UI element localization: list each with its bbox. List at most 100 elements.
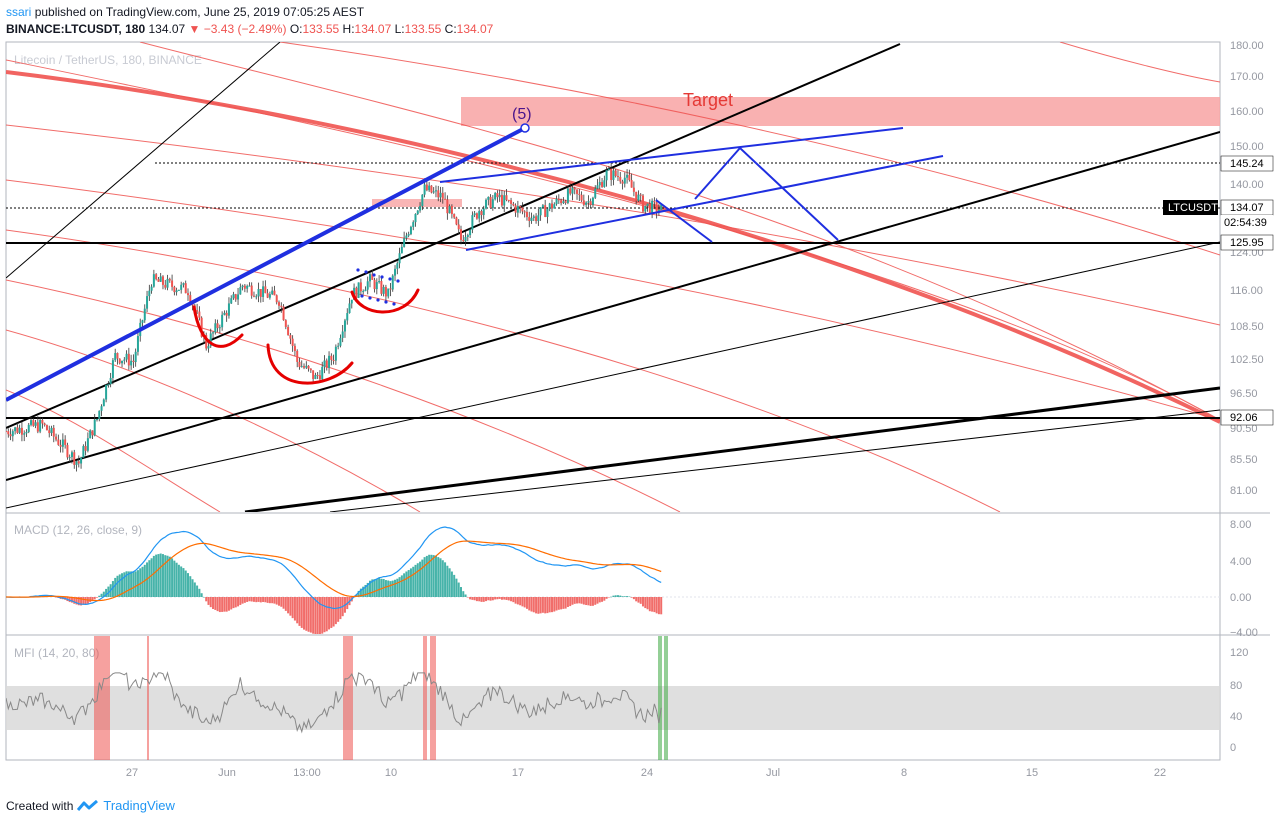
candle-body bbox=[121, 360, 124, 364]
candle-body bbox=[487, 196, 490, 200]
macd-bar bbox=[127, 571, 130, 597]
mfi-highlights bbox=[94, 636, 668, 760]
time-axis[interactable]: 27 Jun 13:00 10 17 24 Jul 8 15 22 bbox=[126, 767, 1166, 779]
macd-bar bbox=[460, 587, 462, 597]
candle-body bbox=[489, 196, 492, 208]
candle-body bbox=[32, 420, 35, 426]
candle-body bbox=[348, 303, 351, 314]
oversold-zone bbox=[664, 636, 668, 760]
price-axis[interactable]: 180.00 170.00 160.00 150.00 140.00 124.0… bbox=[1230, 40, 1264, 497]
price-badges: 145.24 LTCUSDT 134.07 02:54:39 125.95 92… bbox=[1163, 155, 1274, 426]
candle-body bbox=[30, 420, 33, 425]
macd-bar bbox=[278, 597, 280, 606]
trend-line bbox=[6, 131, 1220, 481]
macd-axis: 8.00 4.00 0.00 −4.00 bbox=[1230, 519, 1258, 639]
channel-line bbox=[6, 329, 421, 512]
macd-bar bbox=[530, 597, 533, 612]
price-tick: 160.00 bbox=[1230, 106, 1264, 118]
macd-bar bbox=[255, 597, 258, 603]
macd-bar bbox=[248, 597, 251, 602]
macd-bar bbox=[271, 597, 274, 604]
candle-body bbox=[143, 308, 146, 321]
candle-body bbox=[612, 170, 615, 181]
macd-bar bbox=[566, 597, 569, 607]
candle-body bbox=[655, 202, 658, 212]
macd-bar bbox=[68, 597, 71, 603]
time-tick: 13:00 bbox=[293, 767, 321, 779]
candle-body bbox=[146, 296, 149, 309]
author-name[interactable]: ssari bbox=[6, 5, 32, 19]
candle-body bbox=[628, 174, 631, 181]
macd-bar bbox=[91, 597, 94, 602]
macd-bar bbox=[136, 570, 139, 597]
candle-body bbox=[648, 203, 651, 214]
macd-bar bbox=[591, 597, 594, 606]
candle-body bbox=[102, 399, 105, 407]
candle-body bbox=[205, 334, 208, 349]
trend-line bbox=[6, 42, 281, 279]
macd-bar bbox=[225, 597, 228, 612]
macd-bar bbox=[118, 574, 121, 597]
macd-bar bbox=[496, 597, 499, 600]
candle-body bbox=[412, 222, 415, 227]
candle-body bbox=[36, 422, 39, 432]
candle-body bbox=[98, 410, 101, 419]
overbought-zone bbox=[343, 636, 353, 760]
candle-body bbox=[450, 206, 453, 215]
macd-bar bbox=[480, 597, 483, 602]
candle-body bbox=[409, 226, 412, 235]
macd-bar bbox=[375, 578, 378, 597]
macd-bar bbox=[173, 560, 176, 597]
macd-bar bbox=[626, 596, 629, 597]
candle-body bbox=[250, 285, 253, 296]
candle-body bbox=[421, 194, 424, 207]
macd-bar bbox=[557, 597, 560, 610]
candle-body bbox=[150, 286, 153, 291]
candle-body bbox=[305, 365, 308, 368]
macd-bar bbox=[462, 591, 465, 597]
macd-bar bbox=[177, 564, 180, 597]
mfi-tick: 80 bbox=[1230, 680, 1242, 692]
candle-body bbox=[155, 274, 158, 280]
macd-bar bbox=[414, 564, 417, 597]
tradingview-brand[interactable]: TradingView bbox=[103, 798, 175, 813]
macd-bar bbox=[298, 597, 301, 626]
candle-body bbox=[11, 431, 14, 437]
candle-body bbox=[539, 207, 542, 216]
macd-bar bbox=[121, 573, 124, 597]
macd-bar bbox=[644, 597, 647, 609]
macd-bar bbox=[407, 570, 410, 597]
candle-body bbox=[423, 184, 426, 195]
candle-body bbox=[569, 188, 572, 194]
candle-body bbox=[180, 284, 183, 290]
macd-bar bbox=[380, 578, 383, 597]
candle-body bbox=[560, 200, 563, 204]
candle-body bbox=[530, 218, 533, 221]
candle-body bbox=[50, 427, 53, 434]
macd-bar bbox=[532, 597, 535, 613]
channel-line bbox=[6, 389, 221, 512]
macd-bar bbox=[439, 558, 442, 597]
candle-body bbox=[200, 317, 203, 337]
candle-body bbox=[525, 211, 528, 217]
macd-bar bbox=[239, 597, 242, 605]
candle-body bbox=[528, 216, 531, 221]
candle-body bbox=[398, 253, 401, 264]
candle-body bbox=[464, 237, 467, 242]
candle-body bbox=[23, 433, 26, 435]
candle-body bbox=[607, 168, 610, 171]
macd-bar bbox=[541, 597, 544, 613]
candle-body bbox=[43, 423, 46, 426]
trend-line bbox=[6, 241, 1220, 509]
candle-body bbox=[45, 425, 48, 431]
candle-body bbox=[341, 331, 344, 338]
candle-body bbox=[510, 200, 513, 204]
macd-bar bbox=[230, 597, 233, 610]
trend-line bbox=[6, 43, 901, 429]
macd-bar bbox=[546, 597, 549, 614]
candle-body bbox=[646, 203, 649, 206]
candle-body bbox=[548, 203, 551, 210]
macd-bar bbox=[657, 597, 660, 615]
candle-body bbox=[334, 346, 337, 361]
